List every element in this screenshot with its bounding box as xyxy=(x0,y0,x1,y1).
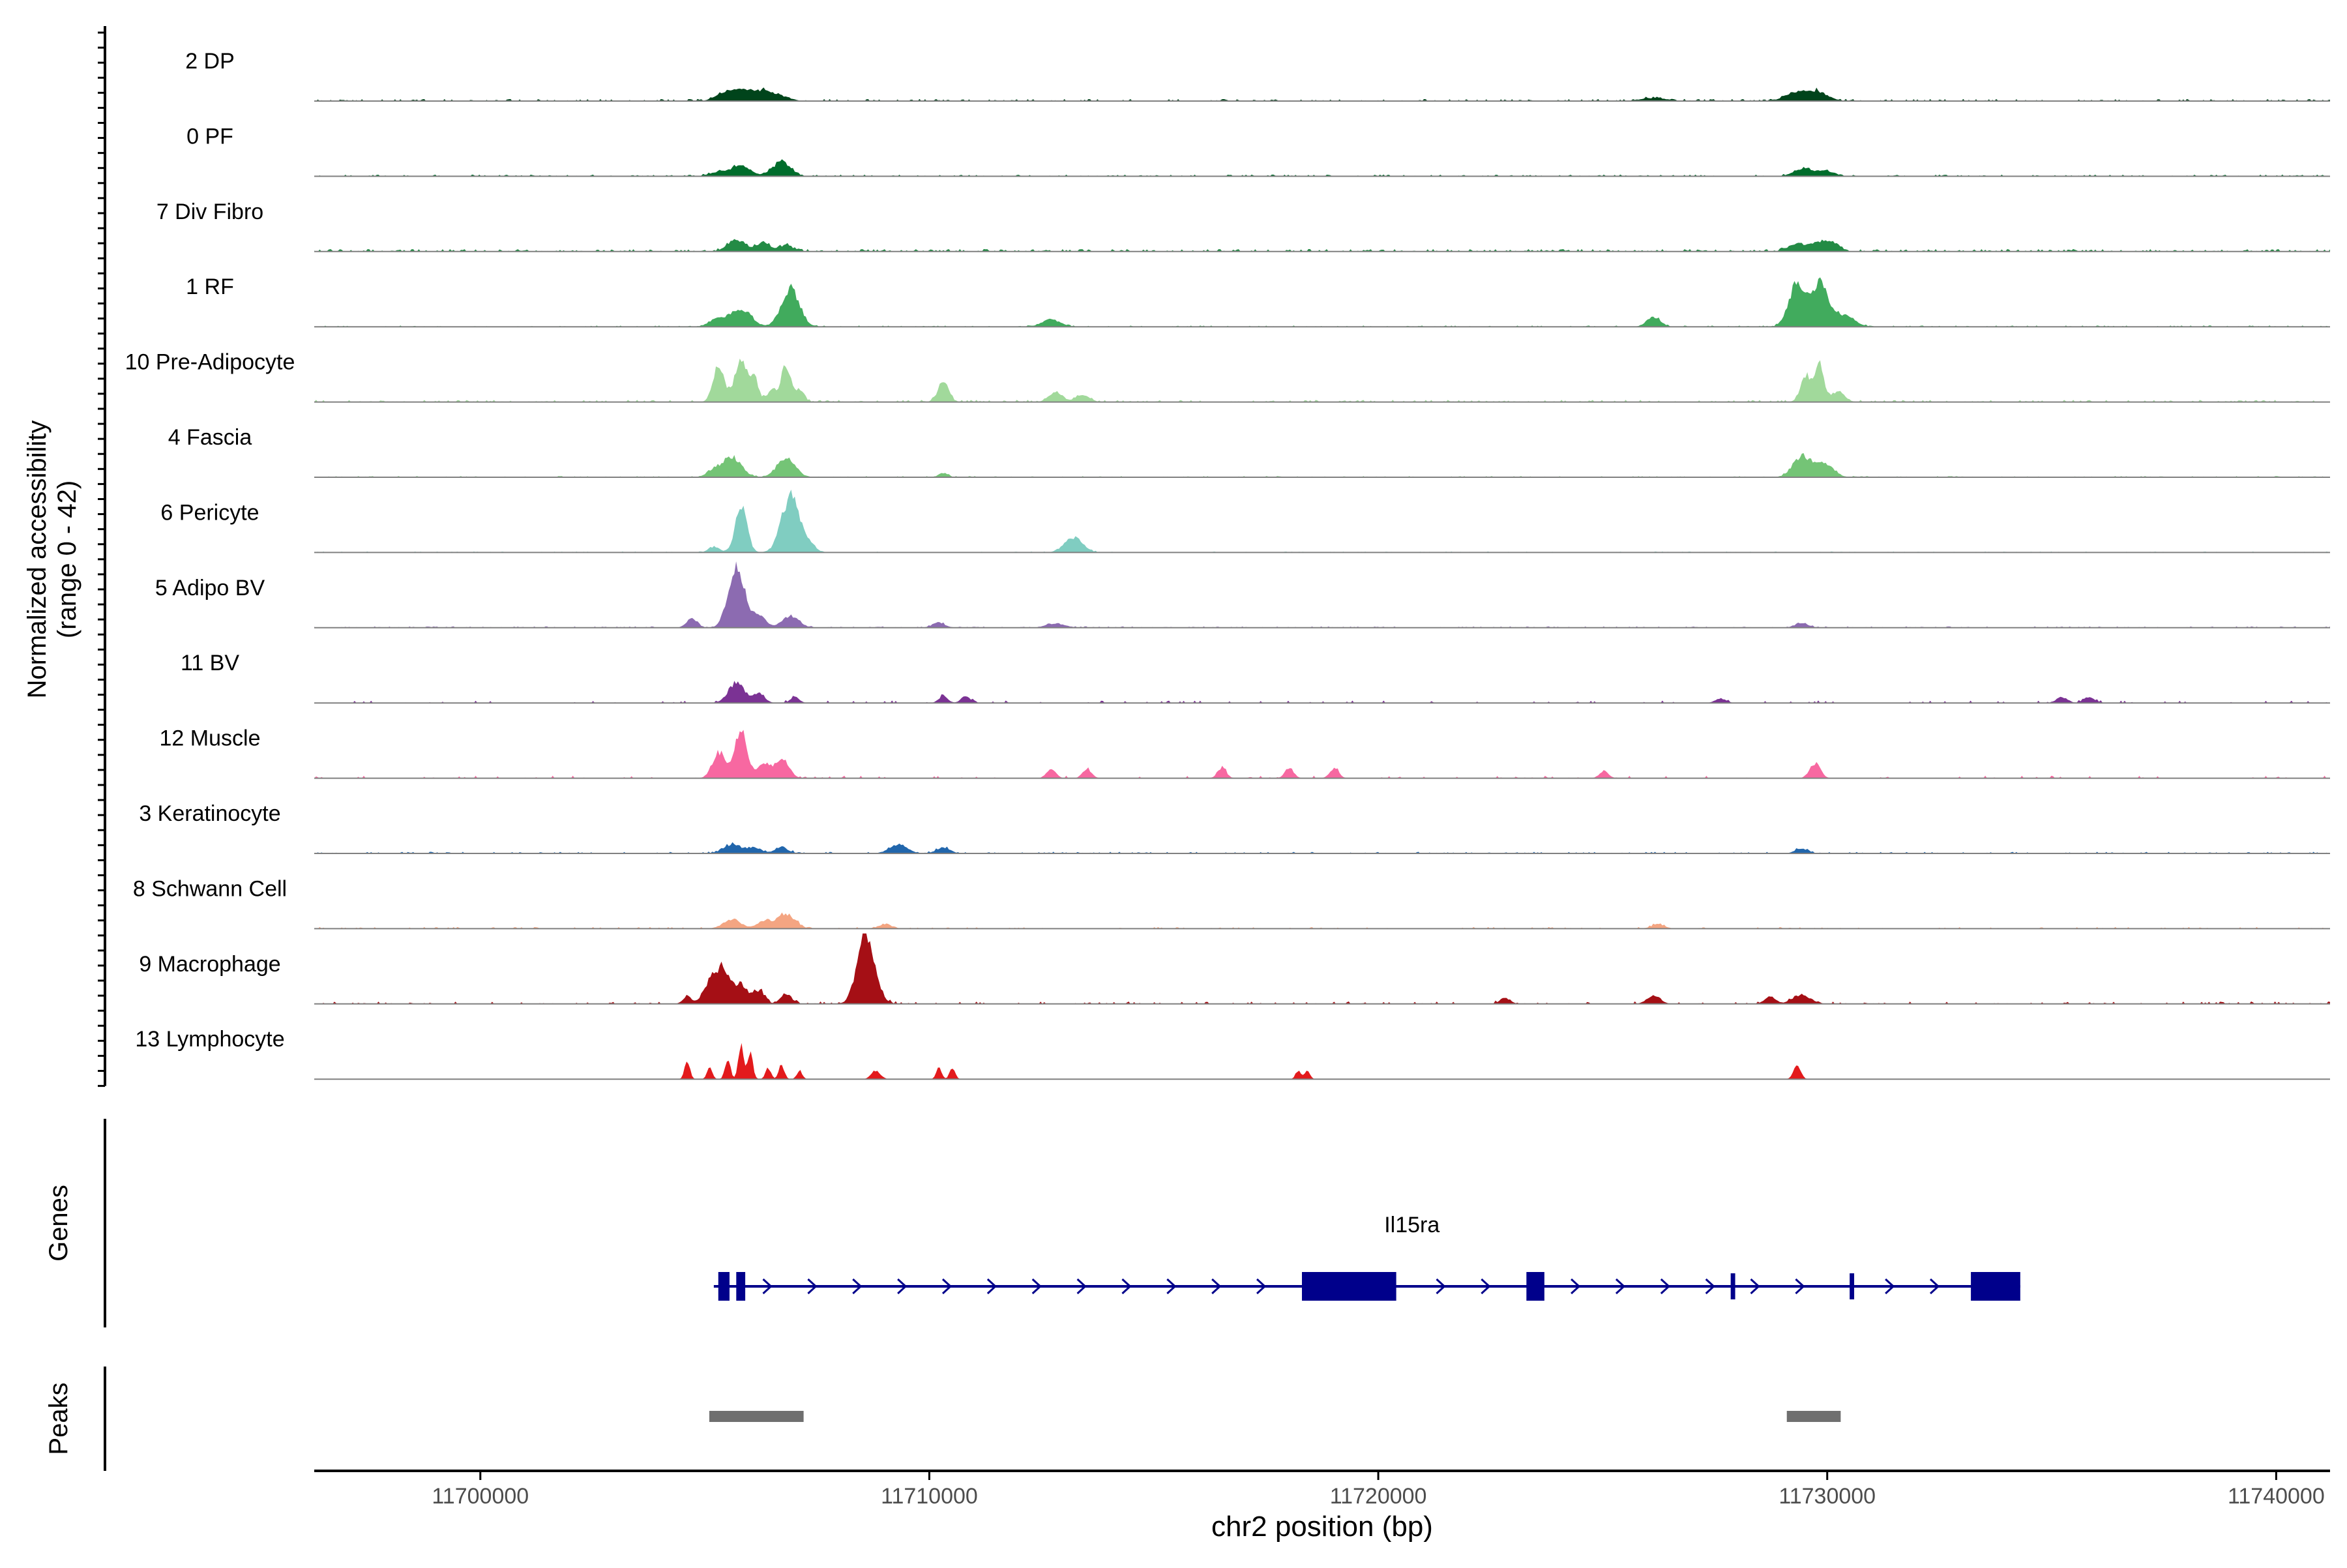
x-tick-label: 11710000 xyxy=(881,1484,978,1509)
track-label: 6 Pericyte xyxy=(160,500,259,525)
strand-arrow xyxy=(986,1278,997,1295)
gene-model xyxy=(713,1272,2020,1301)
coverage-track: 12 Muscle xyxy=(160,726,2330,779)
track-label: 0 PF xyxy=(186,124,233,149)
strand-arrow xyxy=(807,1278,818,1295)
coverage-area xyxy=(314,453,2330,477)
coverage-area xyxy=(314,159,2330,177)
strand-arrow xyxy=(1256,1278,1267,1295)
genes-panel-label: Genes xyxy=(44,1185,73,1262)
track-label: 13 Lymphocyte xyxy=(135,1027,284,1052)
coverage-area xyxy=(314,1043,2330,1080)
x-axis-ticks: 11700000 11710000 11720000 11730000 11740000 xyxy=(432,1471,2325,1509)
coverage-track: 9 Macrophage xyxy=(139,933,2330,1005)
strand-arrow xyxy=(1795,1278,1805,1295)
strand-arrow xyxy=(1211,1278,1222,1295)
track-label: 8 Schwann Cell xyxy=(133,876,287,901)
coverage-track: 10 Pre-Adipocyte xyxy=(125,350,2330,403)
x-tick-label: 11740000 xyxy=(2228,1484,2325,1509)
strand-arrow xyxy=(1571,1278,1581,1295)
coverage-track: 4 Fascia xyxy=(168,425,2330,478)
peaks-panel: Peaks xyxy=(44,1367,1841,1471)
coverage-area xyxy=(314,87,2330,101)
coverage-area xyxy=(314,842,2330,853)
y-axis-title-range: (range 0 - 42) xyxy=(53,481,81,638)
strand-arrow xyxy=(897,1278,908,1295)
coverage-area xyxy=(314,561,2330,628)
coverage-area xyxy=(314,359,2330,402)
coverage-area xyxy=(314,239,2330,252)
coverage-track: 11 BV xyxy=(181,651,2330,704)
gene-exon xyxy=(1526,1272,1544,1301)
coverage-track: 6 Pericyte xyxy=(160,490,2330,554)
strand-arrow xyxy=(941,1278,952,1295)
coverage-tracks: 2 DP 0 PF 7 Div Fibro 1 RF 10 Pre-Adipocyte 4… xyxy=(98,26,2330,1087)
strand-arrow xyxy=(1481,1278,1491,1295)
strand-arrow xyxy=(762,1278,773,1295)
coverage-area xyxy=(314,912,2330,929)
strand-arrow xyxy=(1166,1278,1177,1295)
strand-arrow xyxy=(1436,1278,1446,1295)
gene-exon xyxy=(1850,1273,1855,1299)
y-axis-title: Normalized accessibility xyxy=(23,421,52,699)
track-label: 9 Macrophage xyxy=(139,952,280,977)
track-label: 5 Adipo BV xyxy=(155,576,265,600)
coverage-track: 8 Schwann Cell xyxy=(133,876,2330,930)
coverage-track: 0 PF xyxy=(186,124,2330,177)
coverage-area xyxy=(314,277,2330,327)
track-label: 1 RF xyxy=(186,274,234,299)
coverage-track: 7 Div Fibro xyxy=(156,200,2330,252)
peaks-panel-label: Peaks xyxy=(44,1382,73,1455)
track-label: 11 BV xyxy=(181,651,239,675)
track-label: 12 Muscle xyxy=(160,726,261,751)
coverage-area xyxy=(314,681,2330,703)
coverage-area xyxy=(314,933,2330,1004)
track-label: 2 DP xyxy=(185,49,235,74)
gene-exon xyxy=(1730,1273,1735,1299)
x-axis-title: chr2 position (bp) xyxy=(1211,1511,1433,1543)
peak-region xyxy=(1786,1411,1841,1422)
coverage-area xyxy=(314,490,2330,553)
strand-arrow xyxy=(1705,1278,1715,1295)
strand-arrow xyxy=(1929,1278,1940,1295)
gene-exon xyxy=(736,1272,746,1301)
strand-arrow xyxy=(1076,1278,1087,1295)
x-tick-label: 11730000 xyxy=(1779,1484,1876,1509)
peak-regions xyxy=(709,1411,1841,1422)
strand-arrow xyxy=(1660,1278,1671,1295)
strand-arrow xyxy=(1121,1278,1132,1295)
gene-exon xyxy=(1302,1272,1396,1301)
gene-exon xyxy=(718,1272,730,1301)
genes-panel: Genes Il15ra xyxy=(44,1119,2020,1327)
track-label: 4 Fascia xyxy=(168,425,252,450)
strand-arrow xyxy=(852,1278,863,1295)
strand-arrow xyxy=(1031,1278,1042,1295)
gene-name-label: Il15ra xyxy=(1384,1213,1439,1237)
strand-arrow xyxy=(1885,1278,1895,1295)
track-label: 7 Div Fibro xyxy=(156,200,263,224)
coverage-track: 3 Keratinocyte xyxy=(139,801,2330,854)
strand-arrow xyxy=(1615,1278,1626,1295)
coverage-track: 13 Lymphocyte xyxy=(135,1027,2330,1080)
x-axis: 11700000 11710000 11720000 11730000 11740000… xyxy=(314,1470,2330,1543)
track-label: 10 Pre-Adipocyte xyxy=(125,350,295,375)
coverage-area xyxy=(314,730,2330,778)
coverage-track: 2 DP xyxy=(185,49,2330,102)
coverage-track: 5 Adipo BV xyxy=(155,561,2330,629)
x-tick-label: 11720000 xyxy=(1330,1484,1427,1509)
track-label: 3 Keratinocyte xyxy=(139,801,280,826)
coverage-track: 1 RF xyxy=(186,274,2330,328)
gene-exon xyxy=(1971,1272,2020,1301)
strand-arrow xyxy=(1750,1278,1760,1295)
peak-region xyxy=(709,1411,804,1422)
x-tick-label: 11700000 xyxy=(432,1484,529,1509)
